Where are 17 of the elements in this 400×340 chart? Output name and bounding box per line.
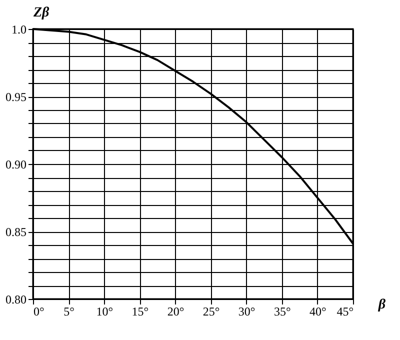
y-tick-label: 0.80 [6,292,26,306]
x-tick-label: 40° [310,304,327,318]
x-tick-label: 0° [34,304,44,318]
y-tick-label: 1.0 [12,22,26,36]
y-tick-label: 0.85 [6,225,26,239]
x-tick-label: 35° [274,304,291,318]
x-tick-label: 5° [64,304,75,318]
y-axis-title: Zβ [32,6,50,20]
x-tick-label: 45° [336,304,354,318]
x-tick-label: 20° [167,304,184,318]
x-tick-label: 25° [202,304,220,318]
y-tick-label: 0.95 [6,90,26,104]
x-axis-title: β [377,298,386,312]
x-tick-label: 15° [132,304,149,318]
x-tick-label: 30° [238,304,256,318]
y-tick-label: 0.90 [6,158,26,172]
x-tick-label: 10° [96,304,114,318]
